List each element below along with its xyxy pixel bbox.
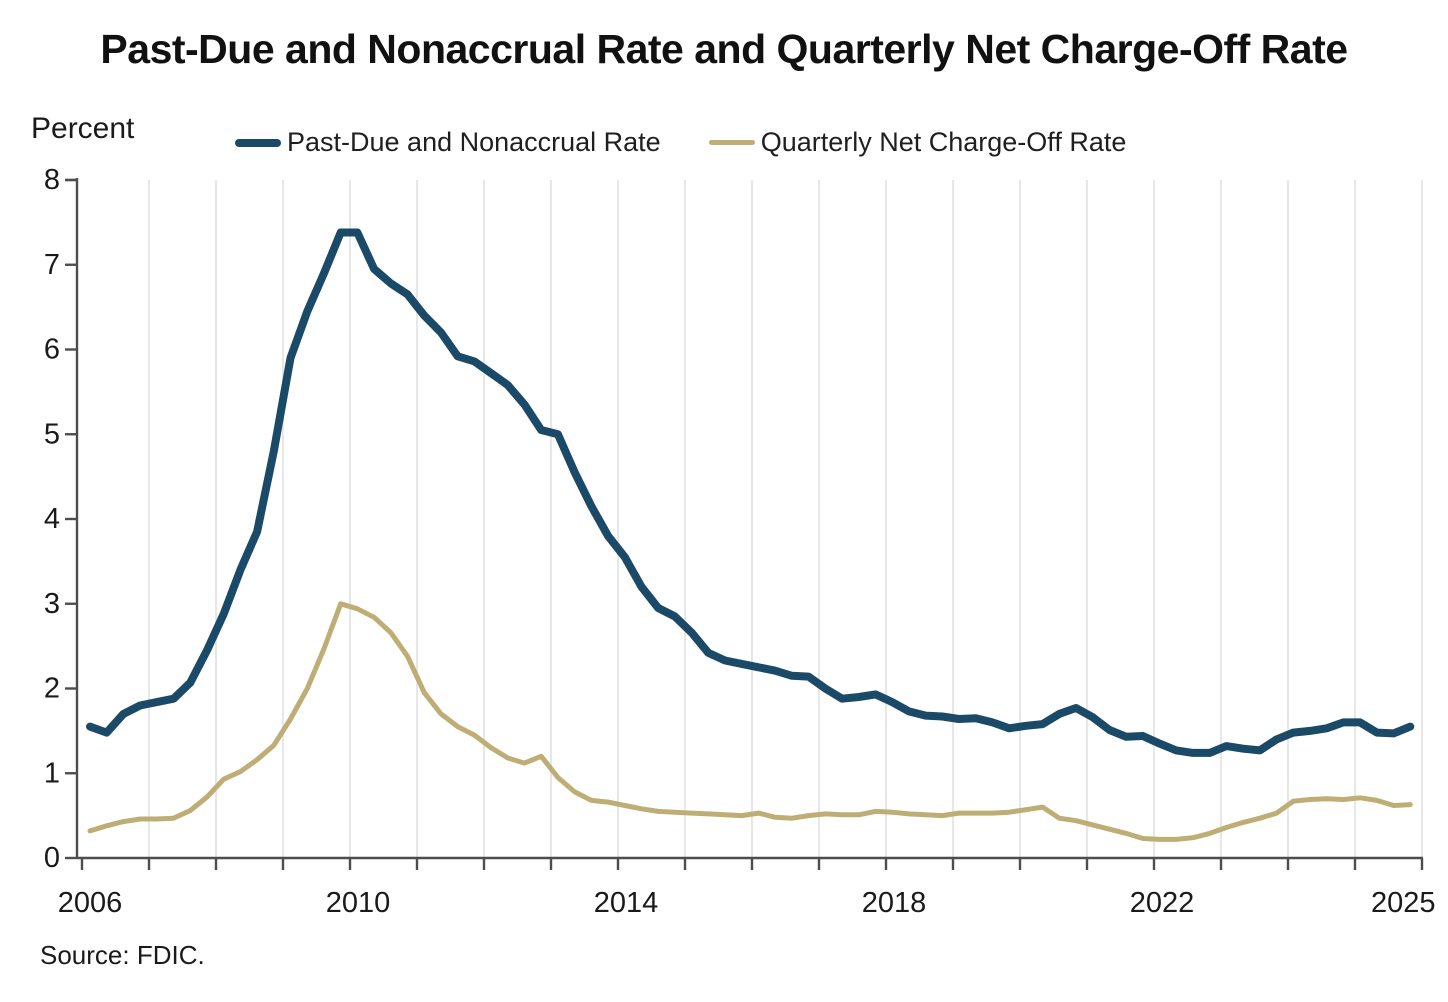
legend-item-past-due: Past-Due and Nonaccrual Rate [235, 127, 661, 158]
svg-text:0: 0 [44, 842, 60, 874]
svg-text:1: 1 [44, 757, 60, 789]
y-axis-tick-labels: 0 1 2 3 4 5 6 7 8 [44, 164, 60, 874]
series-line-quarterly-net-charge-off [87, 601, 1413, 842]
svg-text:2010: 2010 [326, 887, 391, 919]
y-axis-unit-label: Percent [31, 112, 135, 145]
legend: Past-Due and Nonaccrual Rate Quarterly N… [235, 127, 1126, 158]
svg-text:2018: 2018 [862, 887, 927, 919]
x-axis-tick-labels: 2006 2010 2014 2018 2022 2025 [58, 887, 1436, 919]
svg-text:8: 8 [44, 164, 60, 196]
legend-label-past-due: Past-Due and Nonaccrual Rate [287, 127, 661, 157]
svg-text:2025: 2025 [1371, 887, 1436, 919]
source-note: Source: FDIC. [40, 940, 205, 970]
svg-text:2006: 2006 [58, 887, 123, 919]
gridlines [148, 180, 1423, 858]
past-due-line-swatch-icon [235, 138, 281, 147]
chart-title: Past-Due and Nonaccrual Rate and Quarter… [100, 26, 1348, 72]
legend-item-charge-off: Quarterly Net Charge-Off Rate [708, 127, 1127, 158]
axes [65, 178, 1424, 870]
svg-text:5: 5 [44, 418, 60, 450]
legend-label-charge-off: Quarterly Net Charge-Off Rate [760, 127, 1127, 157]
svg-text:4: 4 [44, 503, 60, 535]
svg-text:2: 2 [44, 673, 60, 705]
svg-text:3: 3 [44, 588, 60, 620]
svg-text:2014: 2014 [594, 887, 659, 919]
charge-off-line-swatch-icon [708, 140, 755, 145]
svg-text:2022: 2022 [1130, 887, 1195, 919]
svg-text:6: 6 [44, 334, 60, 366]
svg-text:7: 7 [44, 249, 60, 281]
series-line-past-due-nonaccrual [86, 228, 1415, 757]
